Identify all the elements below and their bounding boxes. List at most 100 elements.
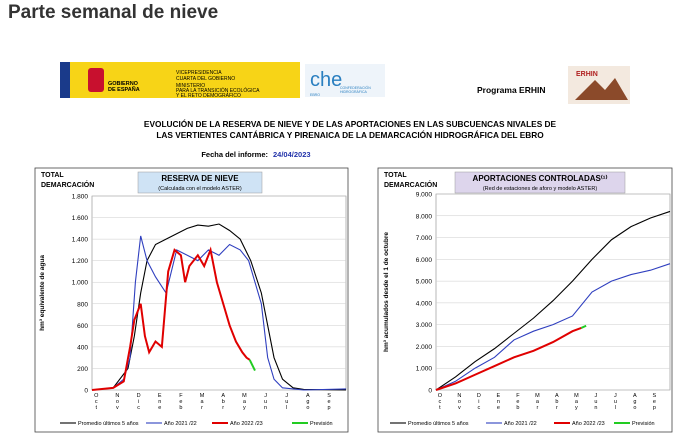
gov-text: GOBIERNO: [108, 81, 139, 87]
x-tick-label: Mar: [534, 393, 540, 411]
x-tick-label: Dic: [476, 393, 482, 411]
title-box: [454, 171, 626, 194]
report-date: 24/04/2023: [273, 150, 311, 159]
y-tick-label: 5.000: [416, 279, 433, 286]
legend-label: Año 2022 /23: [572, 421, 605, 427]
y-tick-label: 600: [77, 323, 88, 330]
legend-label: Promedio últimos 5 años: [408, 421, 469, 427]
y-tick-label: 400: [77, 344, 88, 351]
ministry-text: MINISTERIO: [176, 83, 205, 89]
gov-text: DE ESPAÑA: [108, 86, 140, 93]
y-tick-label: 3.000: [416, 322, 433, 329]
y-axis-label: hm³ acumulados desde el 1 de octubre: [383, 232, 390, 352]
y-tick-label: 1.200: [72, 258, 89, 265]
che-text: EBRO: [310, 93, 320, 97]
x-tick-label: Jun: [263, 393, 269, 411]
y-tick-label: 0: [428, 388, 432, 395]
series-line: [248, 359, 256, 372]
title-box: [137, 171, 263, 194]
x-tick-label: Mar: [199, 393, 205, 411]
chart-subtitle: (Red de estaciones de aforo y modelo AST…: [483, 186, 598, 192]
y-tick-label: 1.800: [72, 194, 89, 201]
eu-flag: [60, 62, 70, 98]
y-tick-label: 6.000: [416, 257, 433, 264]
x-tick-label: Jun: [593, 393, 599, 411]
series-line: [435, 263, 671, 391]
y-tick-label: 9.000: [416, 192, 433, 199]
ministry-text: Y EL RETO DEMOGRÁFICO: [176, 92, 241, 99]
y-tick-label: 0: [84, 388, 88, 395]
ministry-text: CUARTA DEL GOBIERNO: [176, 76, 235, 82]
x-tick-label: Jul: [284, 393, 290, 411]
ministry-text: PARA LA TRANSICIÓN ECOLÓGICA: [176, 87, 260, 94]
x-tick-label: May: [241, 393, 247, 411]
date-label: Fecha del informe:: [201, 150, 268, 159]
x-tick-label: Sep: [326, 393, 332, 411]
y-tick-label: 2.000: [416, 344, 433, 351]
legend-label: Previsión: [632, 421, 655, 427]
legend-label: Año 2021 /22: [504, 421, 537, 427]
corner-label: DEMARCACIÓN: [384, 180, 437, 189]
chart-title: RESERVA DE NIEVE: [161, 174, 239, 183]
chart-title: APORTACIONES CONTROLADAS⁽¹⁾: [473, 174, 608, 183]
y-tick-label: 1.400: [72, 237, 89, 244]
chart-frame: [34, 167, 349, 433]
y-tick-label: 8.000: [416, 213, 433, 220]
legend-label: Año 2022 /23: [230, 421, 263, 427]
x-tick-label: Oct: [437, 393, 443, 411]
logo-yellow: [70, 62, 300, 98]
x-tick-label: Ene: [157, 393, 163, 411]
x-tick-label: Ene: [495, 393, 501, 411]
x-tick-label: Jul: [612, 393, 618, 411]
erhin-text: ERHIN: [576, 71, 598, 78]
chart-frame: [377, 167, 673, 433]
x-tick-label: Ago: [632, 393, 638, 411]
report-title: EVOLUCIÓN DE LA RESERVA DE NIEVE Y DE LA…: [144, 118, 557, 129]
legend-label: Previsión: [310, 421, 333, 427]
che-text: HIDROGRÁFICA: [340, 90, 368, 94]
corner-label: TOTAL: [41, 172, 64, 179]
x-tick-label: Dic: [136, 393, 142, 411]
y-axis-label: hm³ equivalente de agua: [39, 255, 46, 331]
erhin-logo: ERHIN: [568, 66, 630, 104]
x-tick-label: Feb: [515, 393, 521, 411]
series-line: [91, 235, 347, 391]
series-line: [435, 210, 671, 391]
y-tick-label: 1.000: [416, 366, 433, 373]
shield: [88, 68, 104, 92]
series-line: [91, 246, 251, 391]
che-bg: [305, 64, 385, 97]
x-tick-label: Abr: [220, 393, 226, 411]
x-tick-label: Feb: [178, 393, 184, 411]
x-tick-label: Nov: [456, 393, 462, 411]
erhin-mountain: [575, 78, 628, 100]
y-tick-label: 200: [77, 366, 88, 373]
program-name: Programa ERHIN: [477, 85, 546, 95]
chart-subtitle: (Calculada con el modelo ASTER): [158, 186, 242, 192]
x-tick-label: Abr: [554, 393, 560, 411]
gov-logo: GOBIERNO DE ESPAÑA VICEPRESIDENCIA CUART…: [60, 62, 300, 99]
series-line: [435, 326, 582, 391]
y-tick-label: 1.600: [72, 215, 89, 222]
page-title: Parte semanal de nieve: [8, 2, 218, 23]
y-tick-label: 4.000: [416, 300, 433, 307]
che-logo: che CONFEDERACIÓN HIDROGRÁFICA EBRO: [305, 64, 385, 97]
y-tick-label: 7.000: [416, 235, 433, 242]
ministry-text: VICEPRESIDENCIA: [176, 70, 222, 76]
y-tick-label: 1.000: [72, 280, 89, 287]
x-tick-label: Sep: [651, 393, 657, 411]
report-title: LAS VERTIENTES CANTÁBRICA Y PIRENAICA DE…: [156, 129, 544, 140]
x-tick-label: May: [573, 393, 579, 411]
legend-label: Promedio últimos 5 años: [78, 421, 139, 427]
x-tick-label: Oct: [93, 393, 99, 411]
che-mark: che: [310, 69, 342, 91]
series-line: [580, 324, 587, 329]
che-text: CONFEDERACIÓN: [340, 85, 371, 90]
corner-label: DEMARCACIÓN: [41, 180, 94, 189]
y-tick-label: 800: [77, 301, 88, 308]
x-tick-label: Nov: [114, 393, 120, 411]
legend-label: Año 2021 /22: [164, 421, 197, 427]
corner-label: TOTAL: [384, 172, 407, 179]
